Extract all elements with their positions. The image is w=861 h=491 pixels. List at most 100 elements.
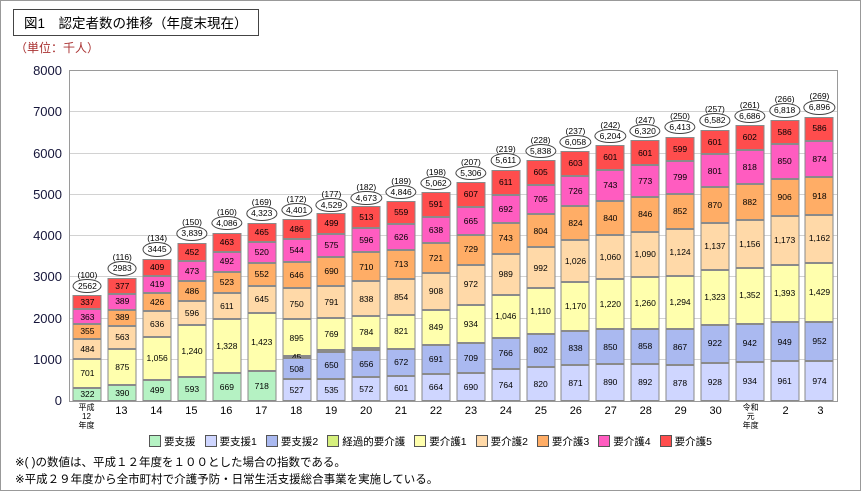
- segment-value-label: 718: [254, 380, 269, 391]
- bar-column: 390 875 563 389 389 377 2983 (116): [105, 71, 140, 401]
- bar-segment: 575: [316, 233, 346, 258]
- bar-segment: 601: [630, 140, 660, 166]
- bar-total-badge: 4,529: [315, 197, 348, 213]
- segment-value-label: 1,323: [704, 292, 726, 303]
- bar-total-badge: 3,839: [176, 226, 208, 241]
- bar-total-badge: 5,838: [524, 143, 557, 159]
- bar-stack: 820 802 1,110 992 804 705 605: [526, 160, 556, 401]
- segment-value-label: 452: [184, 246, 200, 257]
- segment-value-label: 974: [812, 375, 827, 386]
- legend-label: 経過的要介護: [342, 435, 406, 448]
- segment-value-label: 473: [184, 265, 200, 276]
- legend-item: 経過的要介護: [327, 434, 405, 449]
- bar-segment: 1,173: [770, 216, 800, 265]
- bar-segment: 849: [421, 310, 451, 346]
- legend-swatch: [265, 435, 278, 448]
- segment-value-label: 769: [324, 329, 339, 340]
- x-axis-label: 3: [817, 405, 824, 417]
- bar-column: 961 949 1,393 1,173 906 850 586 6,818 (266): [767, 71, 802, 401]
- bar-segment: 377: [107, 277, 137, 294]
- bar-segment: 611: [491, 169, 521, 195]
- segment-value-label: 1,060: [599, 251, 621, 262]
- bar-segment: 918: [804, 176, 834, 215]
- bar-segment: 1,323: [700, 270, 730, 325]
- segment-value-label: 463: [219, 236, 234, 247]
- bar-segment: 596: [177, 300, 207, 326]
- segment-value-label: 586: [777, 126, 792, 137]
- segment-value-label: 596: [184, 307, 200, 318]
- segment-value-label: 1,393: [773, 288, 796, 299]
- bar-segment: 820: [526, 367, 556, 401]
- x-axis-label: 14: [150, 405, 163, 417]
- bar-total-badge: 4,086: [211, 215, 243, 231]
- bar-segment: 701: [72, 358, 102, 388]
- bar-total-badge: 6,320: [629, 123, 661, 139]
- segment-value-label: 799: [672, 172, 688, 183]
- bar-segment: 1,124: [665, 229, 695, 276]
- segment-value-label: 818: [742, 161, 757, 172]
- bar-column: 974 952 1,429 1,162 918 874 586 6,896 (269): [802, 71, 837, 401]
- segment-value-label: 486: [184, 285, 200, 296]
- x-axis-label: 25: [534, 405, 547, 417]
- bar-index-label: (261): [739, 99, 760, 110]
- bar-segment: 1,260: [630, 276, 660, 329]
- segment-value-label: 871: [568, 377, 583, 388]
- bar-stack: 527 508 45 895 750 646 544 486: [282, 219, 312, 401]
- bar-segment: 1,170: [560, 282, 590, 331]
- bar-segment: 1,240: [177, 325, 207, 377]
- bar-segment: 389: [107, 293, 137, 310]
- bar-segment: 626: [386, 224, 416, 251]
- segment-value-label: 773: [638, 175, 653, 186]
- bar-segment: 523: [212, 271, 242, 294]
- bar-segment: 934: [735, 362, 765, 401]
- segment-value-label: 419: [150, 279, 165, 290]
- segment-value-label: 690: [324, 266, 339, 277]
- segment-value-label: 523: [219, 277, 234, 288]
- bar-stack: 669 1,328 611 523 492 463: [212, 232, 242, 401]
- bar-segment: 821: [386, 314, 416, 349]
- segment-value-label: 1,423: [251, 336, 273, 347]
- segment-value-label: 713: [394, 259, 409, 270]
- segment-value-label: 1,026: [564, 255, 587, 266]
- bar-segment: 1,090: [630, 231, 660, 277]
- segment-value-label: 596: [359, 234, 374, 245]
- bar-segment: 870: [700, 187, 730, 224]
- segment-value-label: 611: [220, 300, 234, 311]
- bar-segment: 409: [142, 258, 172, 276]
- x-axis-label: 令和 元 年度: [742, 403, 759, 431]
- bar-column: 322 701 484 355 363 337 2562 (100): [70, 71, 105, 401]
- bar-segment: 499: [142, 380, 172, 401]
- bar-segment: 599: [665, 136, 695, 162]
- segment-value-label: 426: [150, 296, 165, 307]
- segment-value-label: 743: [498, 233, 513, 244]
- segment-value-label: 874: [812, 153, 827, 164]
- segment-value-label: 607: [463, 189, 478, 200]
- bar-segment: 769: [316, 318, 346, 351]
- bar-stack: 878 867 1,294 1,124 852 799 599: [665, 136, 695, 401]
- segment-value-label: 890: [603, 377, 618, 388]
- bar-index-label: (182): [356, 181, 377, 192]
- bar-column: 669 1,328 611 523 492 463 4,086 (160): [209, 71, 244, 401]
- segment-value-label: 750: [289, 298, 304, 309]
- bar-segment: 791: [316, 285, 346, 319]
- legend-swatch: [536, 435, 549, 448]
- bar-segment: 426: [142, 293, 172, 311]
- segment-value-label: 784: [359, 326, 374, 337]
- bar-segment: 1,352: [735, 267, 765, 324]
- segment-value-label: 650: [324, 360, 339, 371]
- legend-swatch: [327, 435, 340, 448]
- bar-segment: 465: [247, 222, 277, 242]
- bar-segment: 934: [456, 304, 486, 344]
- bar-column: 764 766 1,046 989 743 692 611 5,611 (219): [488, 71, 523, 401]
- bar-index-label: (177): [321, 188, 342, 199]
- segment-value-label: 690: [463, 381, 478, 392]
- bar-segment: 544: [282, 239, 312, 262]
- bar-segment: 389: [107, 309, 137, 326]
- legend-label: 要介護1: [429, 435, 467, 448]
- segment-value-label: 389: [115, 296, 130, 307]
- bar-index-label: (219): [495, 144, 516, 155]
- x-axis-label: 13: [115, 405, 128, 417]
- segment-value-label: 942: [742, 337, 757, 348]
- bar-segment: 838: [560, 330, 590, 366]
- bar-segment: 605: [526, 160, 556, 186]
